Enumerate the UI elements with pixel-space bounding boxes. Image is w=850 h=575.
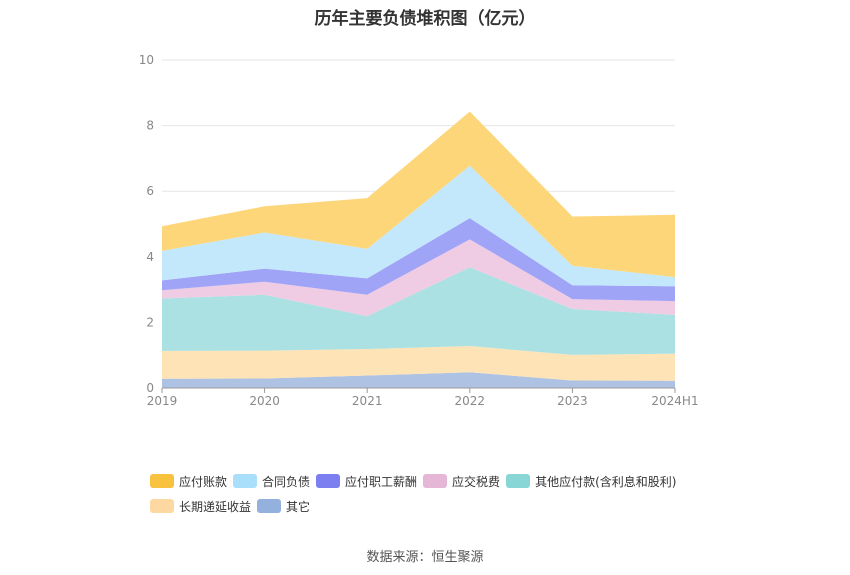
legend-swatch	[233, 474, 258, 488]
area-series-2	[162, 267, 675, 355]
legend-swatch	[257, 499, 282, 513]
legend-item[interactable]: 长期递延收益	[150, 497, 251, 515]
area-series-6	[162, 111, 675, 278]
y-tick-label: 0	[146, 381, 154, 395]
legend-label: 其他应付款(含利息和股利)	[535, 474, 677, 489]
legend-item[interactable]: 其它	[257, 497, 310, 515]
x-axis-tick-labels: 2019 2020 2021 2022 2023 2024H1	[147, 394, 699, 408]
y-tick-label: 6	[146, 184, 154, 198]
data-source: 数据来源：恒生聚源	[366, 550, 484, 565]
legend-item[interactable]: 合同负债	[233, 472, 310, 490]
x-tick-label: 2021	[352, 394, 383, 408]
legend-label: 其它	[286, 499, 311, 514]
x-tick-label: 2024H1	[651, 394, 698, 408]
y-tick-label: 2	[146, 315, 154, 329]
legend-label: 应付职工薪酬	[345, 474, 418, 489]
legend-item[interactable]: 应交税费	[423, 472, 500, 490]
y-axis-tick-labels: 0 2 4 6 8 10	[139, 53, 154, 395]
legend-item[interactable]: 应付职工薪酬	[316, 472, 417, 490]
y-tick-label: 8	[146, 119, 154, 133]
legend-swatch	[316, 474, 341, 488]
stacked-area-chart: 0 2 4 6 8 10 2019 2020 2021 2022 2023 2024H1	[139, 53, 699, 408]
legend-label: 应付账款	[179, 474, 228, 489]
legend-swatch	[150, 499, 174, 513]
legend-item[interactable]: 应付账款	[150, 472, 227, 490]
legend-item[interactable]: 其他应付款(含利息和股利)	[506, 472, 676, 490]
legend: 应付账款 合同负债 应付职工薪酬 应交税费 其他应付款(含利息和股利) 长期递延收益 其它	[150, 472, 730, 522]
x-tick-label: 2020	[249, 394, 280, 408]
x-tick-label: 2022	[455, 394, 486, 408]
x-axis	[161, 387, 676, 393]
y-tick-label: 10	[139, 53, 154, 67]
x-tick-label: 2023	[557, 394, 588, 408]
area-series-1	[162, 346, 675, 381]
area-series	[162, 111, 675, 388]
legend-label: 合同负债	[262, 474, 311, 489]
legend-label: 长期递延收益	[179, 499, 252, 514]
area-series-5	[162, 165, 675, 287]
chart-title: 历年主要负债堆积图（亿元）	[314, 9, 536, 29]
area-series-3	[162, 239, 675, 317]
y-tick-label: 4	[146, 250, 154, 264]
x-tick-label: 2019	[147, 394, 178, 408]
legend-swatch	[423, 474, 448, 488]
legend-label: 应交税费	[452, 474, 501, 489]
legend-swatch	[506, 474, 531, 488]
area-series-4	[162, 218, 675, 302]
legend-swatch	[150, 474, 174, 488]
area-series-0	[162, 372, 675, 388]
